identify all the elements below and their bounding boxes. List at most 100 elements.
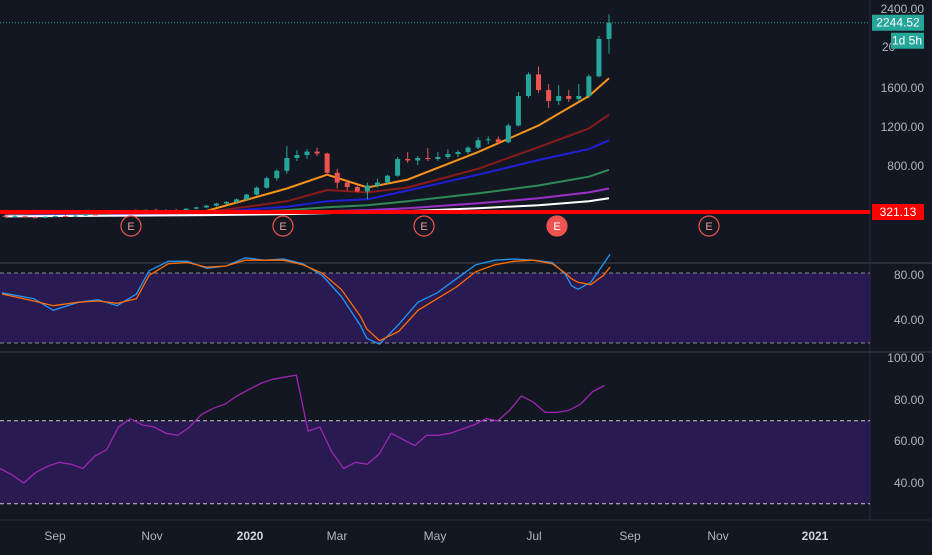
candle-body — [314, 151, 320, 154]
candle-body — [596, 38, 602, 77]
candle — [425, 148, 431, 161]
candle-body — [566, 95, 572, 99]
candle-body — [304, 151, 310, 156]
earnings-marker-label: E — [279, 221, 286, 233]
candle — [395, 157, 401, 177]
moving-average-line — [4, 113, 610, 217]
candle-body — [364, 185, 370, 192]
candle — [576, 84, 582, 102]
candle — [314, 147, 320, 157]
candle-body — [445, 154, 451, 158]
candle-body — [183, 208, 189, 211]
time-axis-label: Sep — [44, 529, 66, 543]
candle-body — [72, 215, 78, 217]
candle — [324, 152, 330, 176]
candle — [52, 215, 58, 218]
candle-body — [405, 158, 411, 161]
time-axis-label: Sep — [619, 529, 641, 543]
earnings-marker-circle — [413, 215, 435, 237]
candle — [475, 137, 481, 150]
candle — [264, 176, 270, 189]
candle — [465, 146, 471, 155]
earnings-marker: E — [120, 215, 142, 237]
stochastic-axis-tick: 80.00 — [894, 268, 924, 282]
support-label: 321.13 — [880, 205, 917, 219]
candle — [596, 35, 602, 78]
candle — [223, 201, 229, 205]
candle-body — [536, 74, 542, 91]
candle — [294, 150, 300, 161]
candle-body — [62, 215, 68, 217]
candle-body — [203, 205, 209, 208]
candle-body — [515, 95, 521, 126]
candle — [455, 150, 461, 158]
candle — [515, 92, 521, 127]
candle — [22, 215, 28, 218]
countdown-badge — [891, 32, 924, 49]
candle — [505, 123, 511, 144]
candle-body — [354, 187, 360, 192]
candle — [62, 215, 68, 217]
candle-body — [505, 125, 511, 143]
rsi-axis-tick: 60.00 — [894, 434, 924, 448]
earnings-marker-circle — [546, 215, 568, 237]
candle-body — [244, 194, 250, 200]
candle — [556, 85, 562, 105]
candle — [385, 174, 391, 184]
candle-body — [385, 175, 391, 183]
rsi-axis-tick: 80.00 — [894, 393, 924, 407]
earnings-marker-label: E — [553, 221, 560, 233]
rsi-band — [0, 420, 870, 504]
candle-body — [525, 74, 531, 96]
candle-body — [223, 201, 229, 204]
candle-body — [274, 170, 280, 179]
candle — [274, 169, 280, 181]
candle-body — [576, 95, 582, 99]
candle — [254, 186, 260, 196]
candle — [606, 14, 612, 54]
time-axis-label: 2020 — [237, 529, 264, 543]
candle-body — [606, 22, 612, 39]
candle — [364, 182, 370, 200]
stochastic-band — [0, 273, 870, 343]
candle — [193, 206, 199, 210]
candle-body — [22, 216, 28, 218]
candle-body — [213, 203, 219, 206]
rsi-line — [0, 374, 605, 484]
time-axis-label: 2021 — [802, 529, 829, 543]
candle — [445, 149, 451, 159]
price-axis-tick: 2400.00 — [881, 2, 925, 16]
candle — [435, 152, 441, 161]
candle-body — [264, 178, 270, 188]
candle-body — [395, 158, 401, 176]
candle-body — [93, 214, 99, 216]
candle — [83, 214, 89, 217]
stochastic-d-line — [1, 259, 611, 342]
candle — [203, 205, 209, 209]
candle — [415, 156, 421, 165]
candle-body — [435, 157, 441, 159]
time-axis-label: Mar — [327, 529, 348, 543]
candle — [42, 216, 48, 219]
candle — [566, 90, 572, 102]
earnings-marker: E — [272, 215, 294, 237]
candle-body — [42, 216, 48, 218]
earnings-marker-circle — [120, 215, 142, 237]
candle — [374, 178, 380, 188]
time-axis-label: May — [424, 529, 447, 543]
time-axis-label: Nov — [707, 529, 728, 543]
price-axis-tick: 1200.00 — [881, 120, 925, 134]
candle-body — [284, 157, 290, 171]
earnings-marker-label: E — [705, 221, 712, 233]
candle-body — [254, 187, 260, 195]
candle-body — [2, 215, 8, 217]
earnings-marker: E — [698, 215, 720, 237]
earnings-marker-circle — [272, 215, 294, 237]
candle — [12, 215, 18, 218]
candle — [586, 74, 592, 98]
candle-body — [334, 172, 340, 183]
candle — [213, 202, 219, 207]
last-price-badge — [872, 14, 924, 31]
candle-body — [586, 76, 592, 96]
